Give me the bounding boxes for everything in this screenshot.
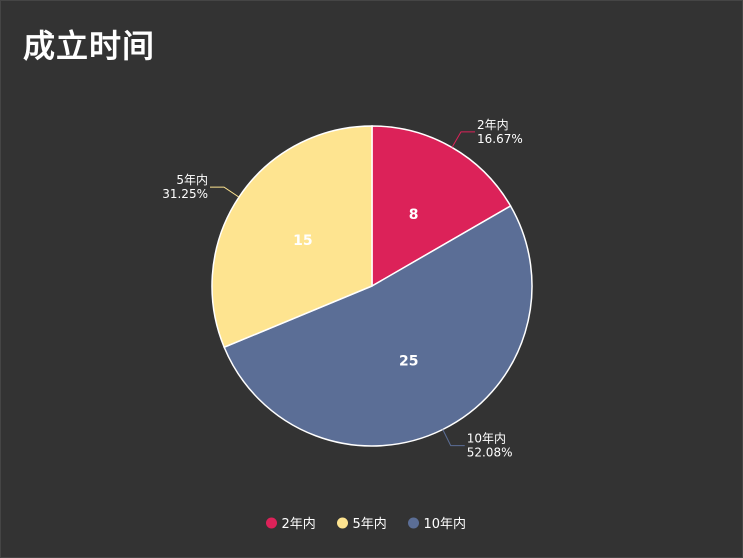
slice-value-label: 8 [409,207,419,223]
chart-title: 成立时间 [23,27,156,65]
legend-item[interactable]: 2年内 [266,516,316,532]
slice-value-label: 25 [399,354,418,370]
legend-swatch [266,517,277,529]
callout-percent: 31.25% [162,187,208,201]
legend-swatch [408,517,419,529]
callout-line [451,131,475,148]
legend-label: 5年内 [353,516,387,532]
callout-percent: 16.67% [477,132,523,146]
callout-line [442,429,465,447]
pie-slices [211,125,533,447]
legend-item[interactable]: 5年内 [337,516,387,532]
callout-percent: 52.08% [467,446,513,460]
pie-slice[interactable] [223,204,533,447]
pie-labels: 8 25 15 [293,207,418,370]
legend-label: 2年内 [282,516,316,532]
callout-name: 5年内 [176,173,208,187]
callout-line [209,186,240,198]
callout-name: 10年内 [467,432,506,446]
pie-slice[interactable] [371,125,512,288]
legend-label: 10年内 [424,516,467,532]
legend-item[interactable]: 10年内 [408,516,466,532]
legend: 2年内 5年内 10年内 [266,516,466,532]
legend-swatch [337,517,348,529]
slice-value-label: 15 [293,233,312,249]
callout-name: 2年内 [477,118,509,132]
